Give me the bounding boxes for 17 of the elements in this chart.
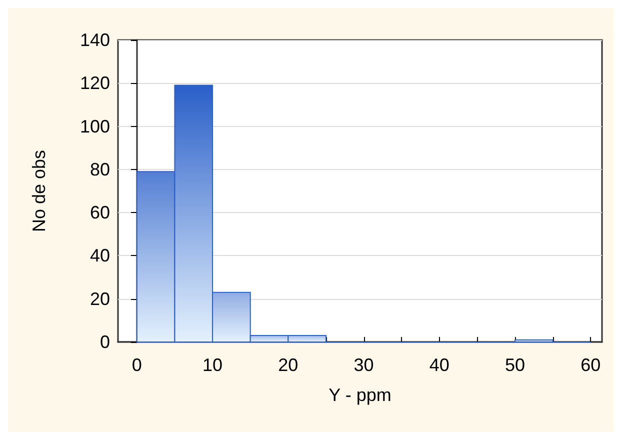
x-tick-label: 50 [505, 355, 526, 375]
y-tick-label: 140 [80, 30, 110, 50]
x-tick-label: 30 [354, 355, 374, 375]
y-tick-label: 120 [80, 73, 110, 94]
y-tick-label: 40 [90, 246, 110, 266]
y-tick-label: 60 [90, 202, 110, 223]
x-tick-label: 40 [429, 355, 450, 375]
y-axis-title: No de obs [29, 150, 49, 232]
x-axis-title: Y - ppm [328, 385, 392, 405]
x-tick-label: 10 [202, 355, 223, 375]
y-tick-label: 100 [80, 116, 110, 136]
y-tick-label: 80 [90, 159, 110, 180]
x-tick-label: 0 [132, 355, 142, 375]
x-tick-label: 60 [580, 355, 601, 375]
y-tick-label: 20 [90, 288, 110, 309]
x-tick-label: 20 [278, 355, 298, 375]
y-tick-label: 0 [100, 332, 110, 352]
